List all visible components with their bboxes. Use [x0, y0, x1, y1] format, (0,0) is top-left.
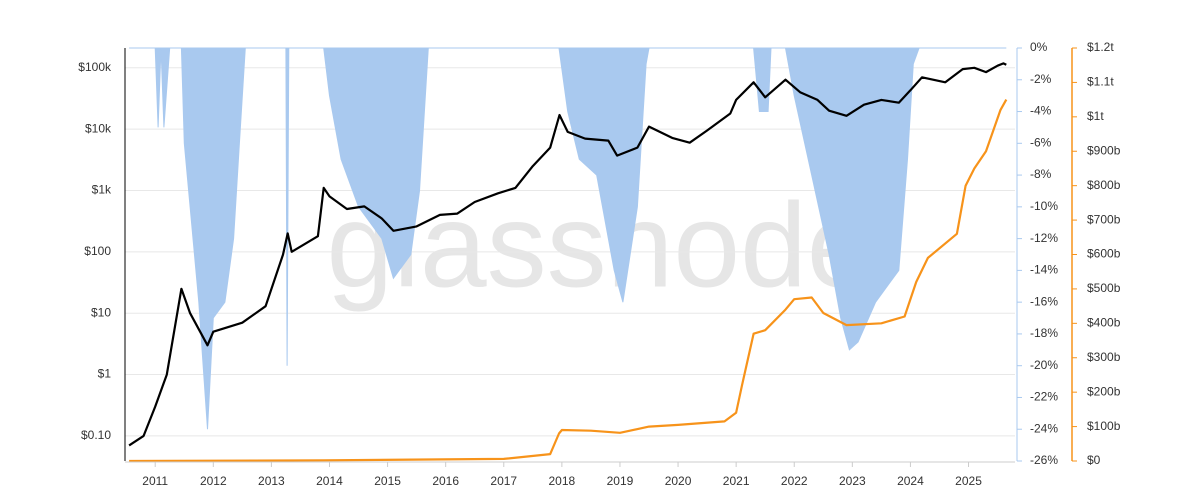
y-tick-label: $1: [98, 367, 112, 381]
y2-tick-label: 0%: [1030, 40, 1048, 54]
y3-tick-label: $0: [1087, 453, 1101, 467]
y-tick-label: $1k: [92, 183, 112, 197]
x-tick-label: 2017: [490, 474, 517, 488]
x-tick-label: 2019: [607, 474, 634, 488]
y3-tick-label: $1t: [1087, 109, 1104, 123]
y3-tick-label: $1.2t: [1087, 40, 1114, 54]
y3-tick-label: $300b: [1087, 350, 1121, 364]
series-line: [129, 99, 1008, 463]
x-tick-label: 2023: [839, 474, 866, 488]
y-tick-label: $0.10: [81, 428, 111, 442]
x-tick-label: 2013: [258, 474, 285, 488]
x-tick-label: 2021: [723, 474, 750, 488]
y-tick-label: $10k: [85, 121, 112, 135]
y2-tick-label: -26%: [1030, 453, 1058, 467]
y2-tick-label: -24%: [1030, 421, 1058, 435]
y2-tick-label: -12%: [1030, 231, 1058, 245]
x-tick-label: 2020: [665, 474, 692, 488]
x-tick-label: 2015: [374, 474, 401, 488]
x-tick-label: 2014: [316, 474, 343, 488]
drawdown-area: [129, 47, 1007, 430]
y-tick-label: $10: [91, 305, 111, 319]
y2-tick-label: -10%: [1030, 199, 1058, 213]
x-tick-label: 2025: [955, 474, 982, 488]
y2-tick-label: -22%: [1030, 390, 1058, 404]
y-tick-label: $100k: [78, 60, 112, 74]
y2-tick-label: -16%: [1030, 294, 1058, 308]
y3-tick-label: $200b: [1087, 384, 1121, 398]
y3-tick-label: $800b: [1087, 178, 1121, 192]
y2-tick-label: -4%: [1030, 104, 1052, 118]
y3-tick-label: $600b: [1087, 247, 1121, 261]
x-tick-label: 2022: [781, 474, 808, 488]
y3-tick-label: $1.1t: [1087, 75, 1114, 89]
y2-tick-label: -20%: [1030, 358, 1058, 372]
x-tick-label: 2011: [142, 474, 168, 488]
series-line: [128, 62, 1007, 447]
x-tick-label: 2018: [549, 474, 576, 488]
x-tick-label: 2016: [432, 474, 459, 488]
y3-tick-label: $100b: [1087, 419, 1121, 433]
plot: [128, 47, 1008, 463]
y3-tick-label: $500b: [1087, 281, 1121, 295]
y2-tick-label: -8%: [1030, 167, 1052, 181]
y3-tick-label: $900b: [1087, 143, 1121, 157]
y2-tick-label: -6%: [1030, 135, 1052, 149]
x-tick-label: 2024: [897, 474, 924, 488]
y2-tick-label: -18%: [1030, 326, 1058, 340]
y3-tick-label: $400b: [1087, 316, 1121, 330]
y2-tick-label: -2%: [1030, 72, 1052, 86]
y-tick-label: $100: [84, 244, 111, 258]
y2-tick-label: -14%: [1030, 263, 1058, 277]
x-tick-label: 2012: [200, 474, 227, 488]
y3-tick-label: $700b: [1087, 212, 1121, 226]
